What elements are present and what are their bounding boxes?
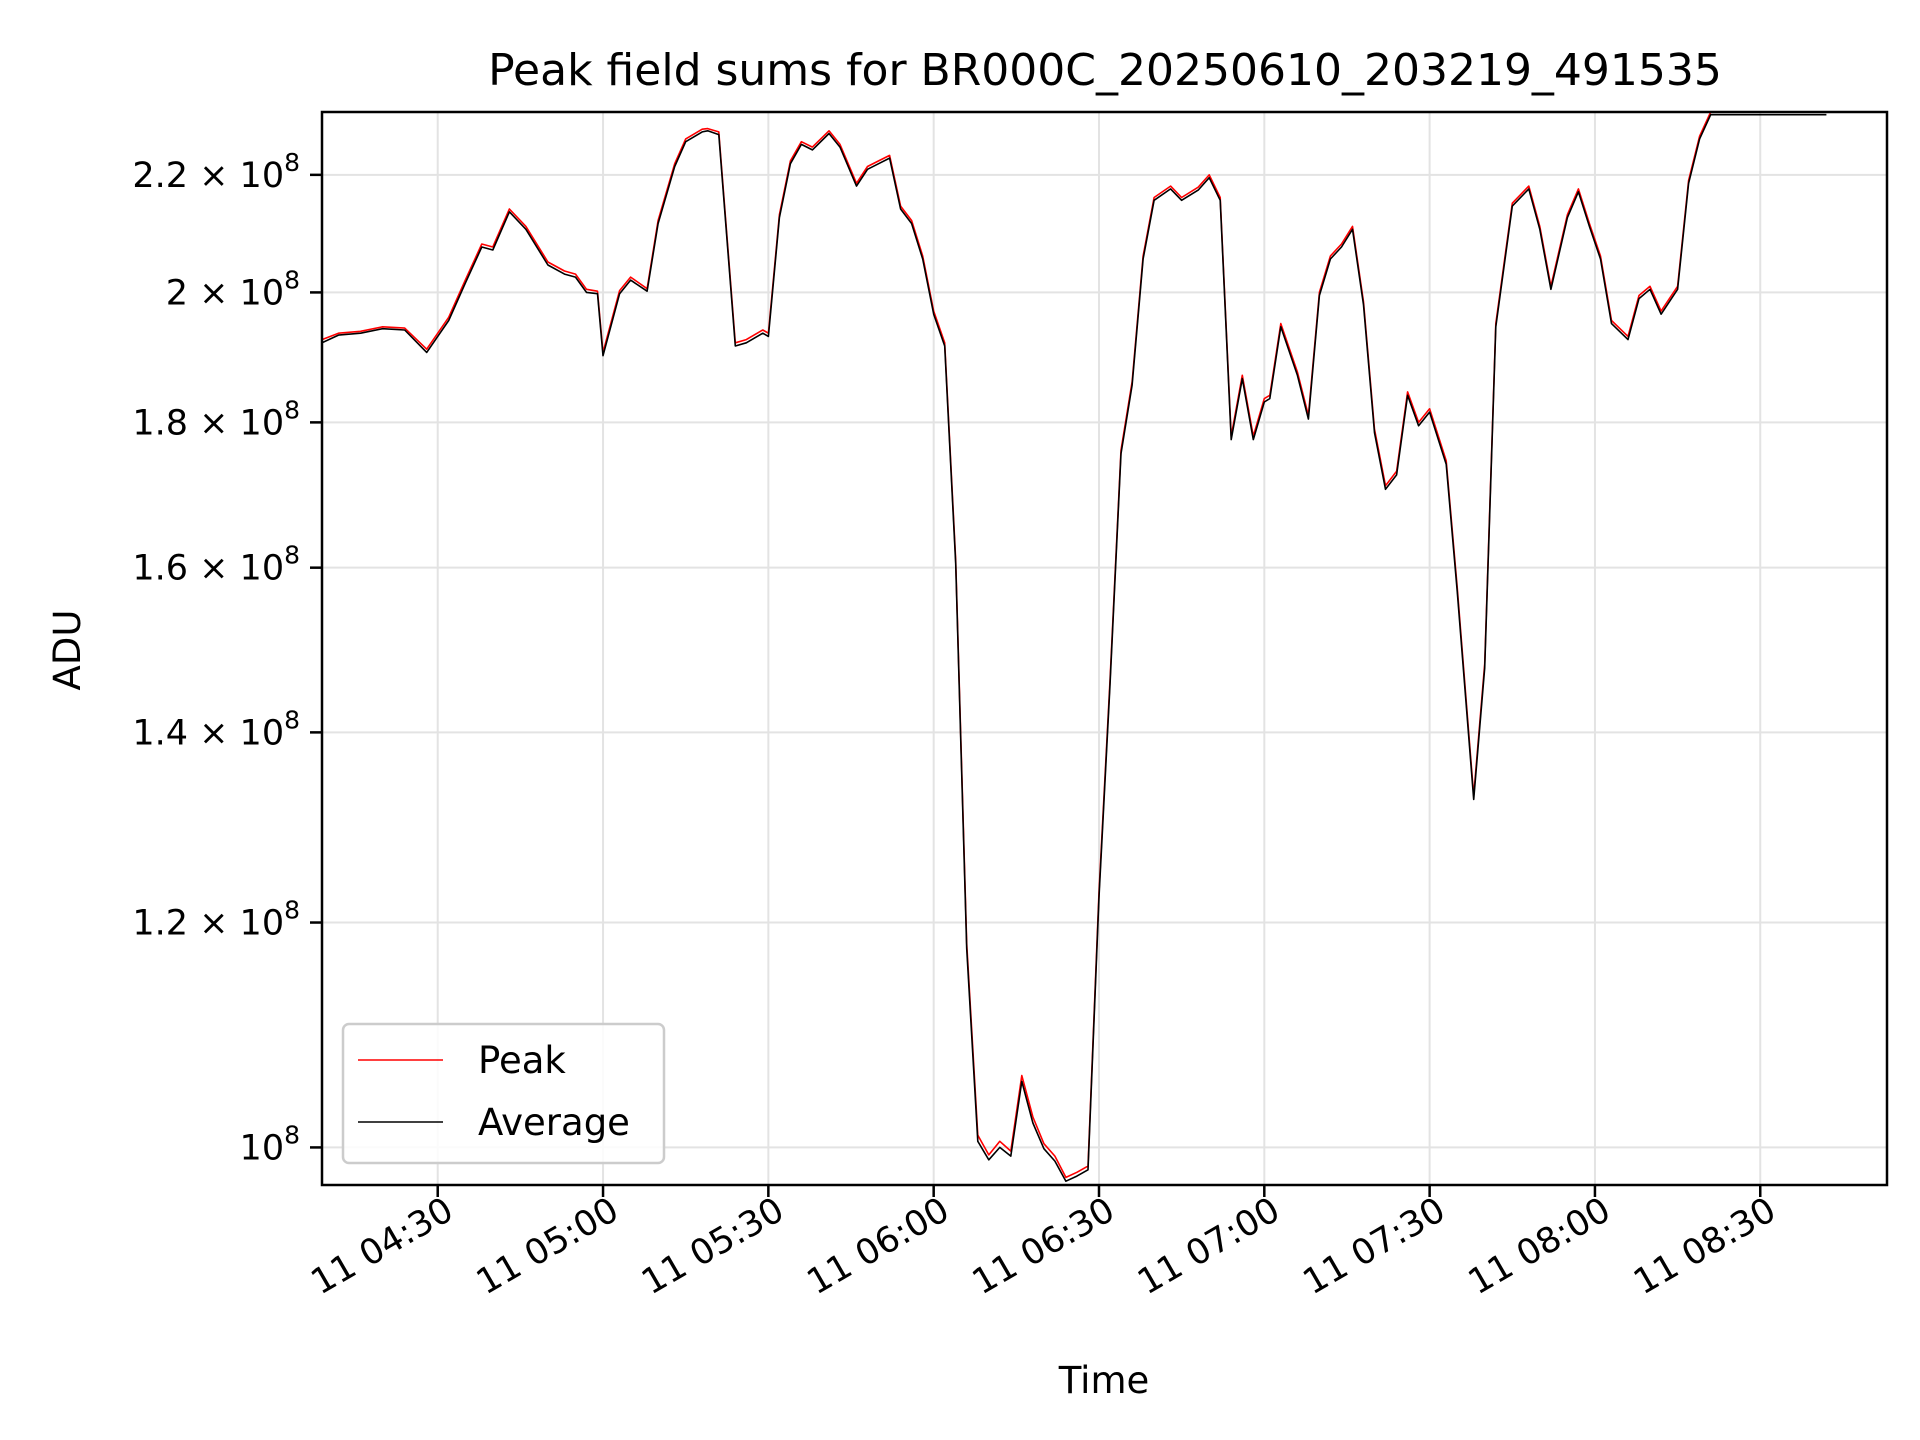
y-axis-ticks: 108 1.2 × 108 1.4 × 108 1.6 × 108 1.8 × 108 2…	[132, 148, 322, 1168]
series-line-average	[322, 113, 1827, 1182]
y-tick-label: 1.4 × 108	[132, 705, 300, 753]
y-axis-label: ADU	[46, 610, 89, 691]
x-axis-label: Time	[1058, 1359, 1150, 1402]
y-tick-label: 1.2 × 108	[132, 896, 300, 944]
plot-area-frame	[320, 110, 1889, 1187]
y-tick-label: 1.6 × 108	[132, 541, 300, 589]
y-tick-label: 2 × 108	[166, 265, 300, 313]
chart-title: Peak field sums for BR000C_20250610_2032…	[488, 45, 1722, 96]
legend-label-peak: Peak	[478, 1039, 566, 1082]
legend: Peak Average	[341, 1022, 666, 1165]
y-tick-label: 2.2 × 108	[132, 148, 300, 196]
series-layer	[322, 112, 1827, 1182]
legend-box	[341, 1022, 666, 1165]
y-tick-label: 1.8 × 108	[132, 395, 300, 443]
legend-label-average: Average	[478, 1101, 630, 1144]
grid	[322, 112, 1887, 1185]
y-tick-label: 108	[240, 1120, 300, 1168]
